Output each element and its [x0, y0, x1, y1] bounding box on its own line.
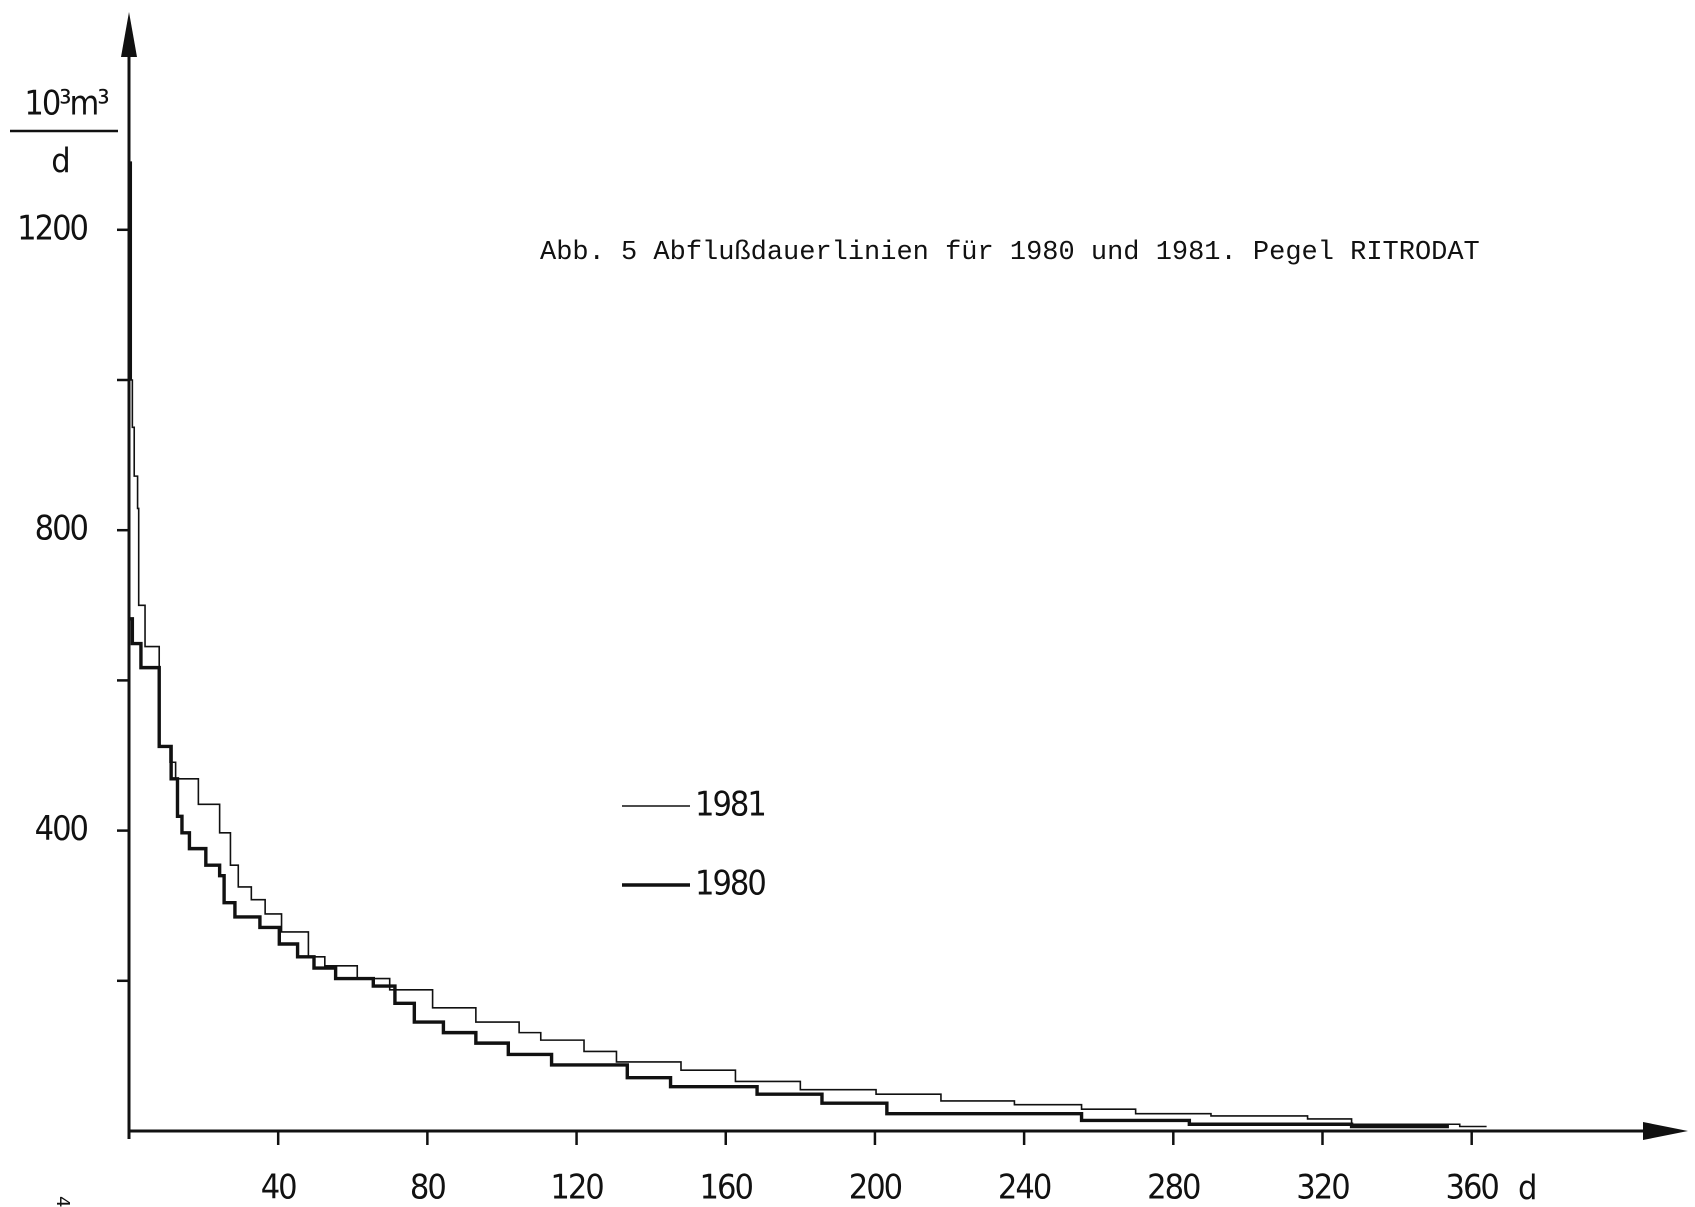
x-axis-label: d [1518, 1169, 1535, 1207]
legend-label: 1981 [695, 785, 765, 825]
data-line [129, 617, 1449, 1129]
x-tick-label: 280 [1147, 1168, 1200, 1207]
y-axis-label: d [51, 142, 68, 182]
x-tick-label: 200 [849, 1168, 902, 1207]
y-axis-arrow [121, 12, 137, 57]
chart-title: Abb. 5 Abflußdauerlinien für 1980 und 19… [540, 238, 1480, 268]
x-tick-label: 80 [410, 1168, 445, 1207]
legend-label: 1980 [695, 864, 765, 904]
y-axis-label: 10³m³ [24, 84, 108, 124]
x-tick-label: 120 [550, 1168, 603, 1207]
x-tick-label: 40 [261, 1168, 296, 1207]
x-tick-label: 160 [700, 1168, 753, 1207]
data-line [129, 161, 1487, 1128]
x-tick-label: 240 [998, 1168, 1051, 1207]
y-tick-label: 1200 [17, 208, 87, 248]
x-axis-arrow [1643, 1122, 1688, 1140]
x-tick-label: 360 [1445, 1168, 1498, 1207]
page-number: 4 [52, 1196, 73, 1207]
x-tick-label: 320 [1296, 1168, 1349, 1207]
y-tick-label: 800 [35, 509, 88, 549]
y-tick-label: 400 [35, 809, 88, 849]
